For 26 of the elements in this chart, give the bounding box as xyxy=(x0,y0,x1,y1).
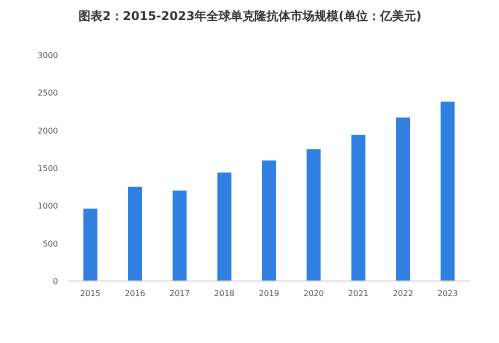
y-tick-label: 500 xyxy=(42,239,58,248)
x-tick-label: 2023 xyxy=(437,289,458,298)
bar xyxy=(217,172,232,281)
y-tick-label: 2500 xyxy=(38,88,58,98)
x-tick-label: 2022 xyxy=(392,289,414,298)
x-tick-label: 2020 xyxy=(303,289,324,298)
bar xyxy=(396,118,410,281)
bar xyxy=(440,102,455,281)
bar xyxy=(262,160,276,281)
x-tick-label: 2019 xyxy=(258,289,280,298)
y-tick-label: 0 xyxy=(52,277,58,286)
chart-title: 图表2：2015-2023年全球单克隆抗体市场规模(单位：亿美元) xyxy=(78,9,422,23)
y-tick-label: 2000 xyxy=(38,126,58,136)
x-tick-label: 2017 xyxy=(169,289,190,298)
bar xyxy=(128,186,142,281)
bar xyxy=(306,149,321,281)
x-tick-label: 2016 xyxy=(124,289,146,298)
y-tick-label: 1000 xyxy=(38,202,58,211)
y-tick-label: 1500 xyxy=(38,164,58,173)
x-tick-label: 2015 xyxy=(80,289,101,298)
bar xyxy=(172,190,187,281)
bar xyxy=(351,134,366,281)
x-tick-label: 2018 xyxy=(214,289,235,298)
x-tick-label: 2021 xyxy=(348,289,369,298)
bar xyxy=(83,208,98,281)
y-tick-label: 3000 xyxy=(38,51,58,60)
